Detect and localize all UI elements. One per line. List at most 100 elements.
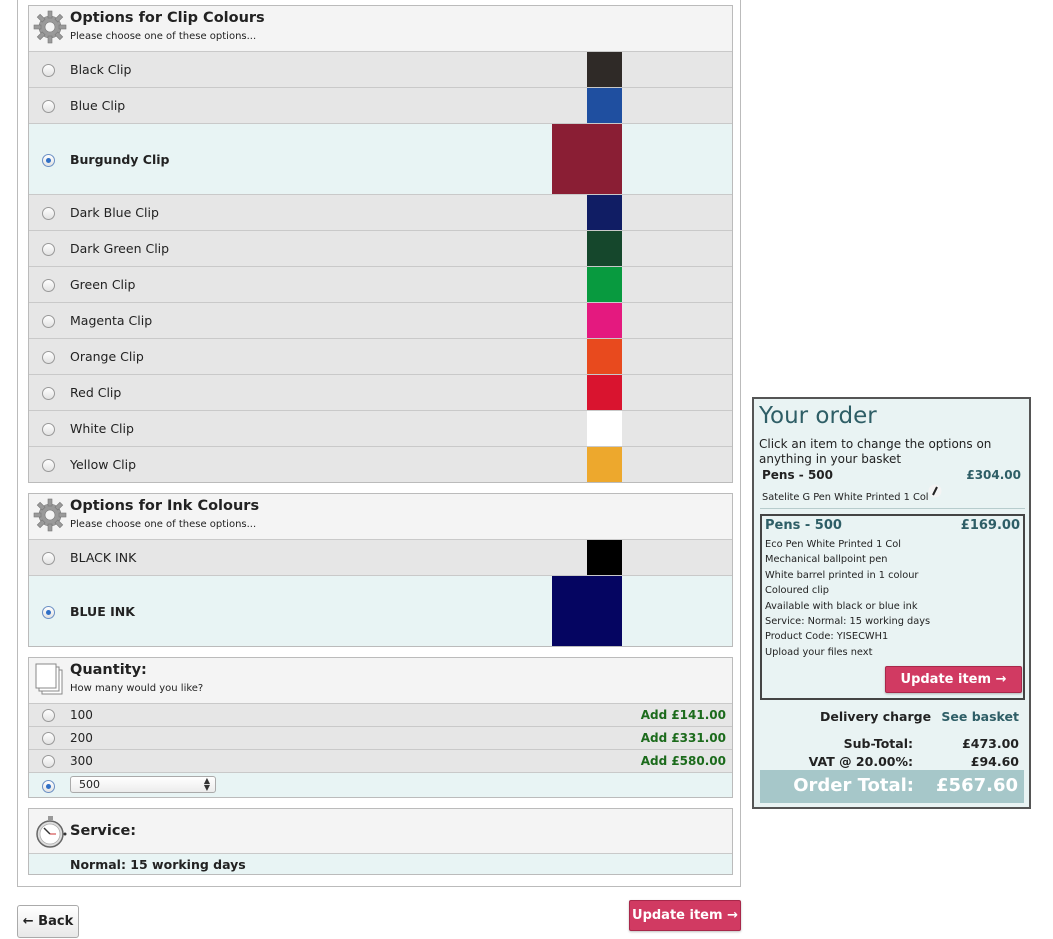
colour-swatch <box>552 576 622 646</box>
radio-button[interactable] <box>42 423 55 436</box>
section-title: Options for Clip Colours <box>70 10 265 26</box>
section-title: Service: <box>70 823 137 839</box>
basket-item-detail: Service: Normal: 15 working days <box>765 616 931 627</box>
update-item-button[interactable]: Update item → <box>885 666 1022 693</box>
divider <box>760 508 1025 509</box>
basket-item-detail: Product Code: YISECWH1 <box>765 631 889 643</box>
radio-button[interactable] <box>42 387 55 400</box>
clip-colours-header: Options for Clip Colours Please choose o… <box>29 6 732 51</box>
section-subtitle: Please choose one of these options... <box>70 31 257 42</box>
option-label: Burgundy Clip <box>70 152 170 167</box>
colour-swatch <box>587 231 622 266</box>
radio-button[interactable] <box>42 732 55 745</box>
radio-button[interactable] <box>42 315 55 328</box>
order-total-value: £567.60 <box>936 775 1018 796</box>
radio-button[interactable] <box>42 755 55 768</box>
clip-option[interactable]: Orange Clip <box>29 338 732 374</box>
option-label: Dark Green Clip <box>70 241 170 256</box>
colour-swatch <box>587 52 622 87</box>
colour-swatch <box>587 447 622 482</box>
colour-swatch <box>587 88 622 123</box>
clip-option[interactable]: Magenta Clip <box>29 302 732 338</box>
option-label: Green Clip <box>70 277 136 292</box>
quantity-option[interactable]: 200 Add £331.00 <box>29 726 732 749</box>
basket-item-name[interactable]: Pens - 500 <box>765 518 842 533</box>
basket-item-detail: Available with black or blue ink <box>765 600 918 612</box>
option-label: Dark Blue Clip <box>70 205 159 220</box>
quantity-option-custom[interactable]: 500 ▲ ▼ <box>29 772 732 797</box>
vat-value: £94.60 <box>970 754 1019 769</box>
radio-button[interactable] <box>42 351 55 364</box>
colour-swatch <box>587 375 622 410</box>
order-total-bar: Order Total: £567.60 <box>760 770 1024 803</box>
service-value: Normal: 15 working days <box>70 857 246 872</box>
quantity-section: Quantity: How many would you like? 100 Ad… <box>28 657 733 798</box>
delivery-charge-label: Delivery charge <box>820 709 932 724</box>
radio-button[interactable] <box>42 552 55 565</box>
radio-button[interactable] <box>42 207 55 220</box>
ink-colours-section: Options for Ink Colours Please choose on… <box>28 493 733 647</box>
colour-swatch <box>587 339 622 374</box>
clip-option[interactable]: Blue Clip <box>29 87 732 123</box>
section-title: Quantity: <box>70 662 147 678</box>
radio-button[interactable] <box>42 243 55 256</box>
ink-option[interactable]: BLACK INK <box>29 539 732 575</box>
colour-swatch <box>587 303 622 338</box>
clip-option[interactable]: Burgundy Clip <box>29 123 732 194</box>
section-subtitle: Please choose one of these options... <box>70 519 257 530</box>
clip-option[interactable]: Black Clip <box>29 51 732 87</box>
option-label: Red Clip <box>70 385 122 400</box>
quantity-header: Quantity: How many would you like? <box>29 658 732 703</box>
radio-button[interactable] <box>42 279 55 292</box>
clip-option[interactable]: Green Clip <box>29 266 732 302</box>
radio-button[interactable] <box>42 64 55 77</box>
service-header: Service: <box>29 809 732 853</box>
colour-swatch <box>587 195 622 230</box>
quantity-select[interactable]: 500 ▲ ▼ <box>70 776 216 793</box>
select-arrows-icon: ▲ ▼ <box>203 776 210 792</box>
colour-swatch <box>587 267 622 302</box>
quantity-add-price: Add £580.00 <box>640 754 726 768</box>
colour-swatch <box>587 411 622 446</box>
back-button[interactable]: ← Back <box>17 905 79 938</box>
quantity-label: 300 <box>70 754 93 768</box>
radio-button[interactable] <box>42 709 55 722</box>
option-label: Magenta Clip <box>70 313 153 328</box>
clip-option[interactable]: Yellow Clip <box>29 446 732 482</box>
option-label: BLUE INK <box>70 604 135 619</box>
edit-pencil-icon[interactable] <box>928 484 942 498</box>
clip-option[interactable]: Red Clip <box>29 374 732 410</box>
order-total-label: Order Total: <box>793 775 914 796</box>
clip-colours-section: Options for Clip Colours Please choose o… <box>28 5 733 483</box>
radio-button[interactable] <box>42 100 55 113</box>
quantity-option[interactable]: 100 Add £141.00 <box>29 703 732 726</box>
gear-icon <box>33 10 67 44</box>
subtotal-value: £473.00 <box>962 736 1019 751</box>
colour-swatch <box>552 124 622 194</box>
clip-option[interactable]: White Clip <box>29 410 732 446</box>
radio-button[interactable] <box>42 154 55 167</box>
basket-item-detail: Eco Pen White Printed 1 Col <box>765 539 901 550</box>
quantity-label: 200 <box>70 731 93 745</box>
radio-button[interactable] <box>42 459 55 472</box>
product-options-frame <box>17 0 741 887</box>
option-label: Blue Clip <box>70 98 126 113</box>
basket-item-2-selected[interactable]: Pens - 500 £169.00 Eco Pen White Printed… <box>760 514 1025 700</box>
clip-option[interactable]: Dark Blue Clip <box>29 194 732 230</box>
basket-item-detail: Mechanical ballpoint pen <box>765 554 888 566</box>
quantity-option[interactable]: 300 Add £580.00 <box>29 749 732 772</box>
section-title: Options for Ink Colours <box>70 498 260 514</box>
option-label: Yellow Clip <box>70 457 137 472</box>
radio-button[interactable] <box>42 780 55 793</box>
see-basket-link[interactable]: See basket <box>941 709 1019 724</box>
order-intro: Click an item to change the options on a… <box>759 437 992 466</box>
clip-option[interactable]: Dark Green Clip <box>29 230 732 266</box>
service-value-row: Normal: 15 working days <box>29 853 732 874</box>
radio-button[interactable] <box>42 606 55 619</box>
update-item-button[interactable]: Update item → <box>629 900 741 931</box>
quantity-select-value: 500 <box>79 778 100 791</box>
vat-label: VAT @ 20.00%: <box>808 754 913 769</box>
ink-option[interactable]: BLUE INK <box>29 575 732 646</box>
basket-item-name[interactable]: Pens - 500 <box>762 468 834 482</box>
service-section: Service: Normal: 15 working days <box>28 808 733 875</box>
